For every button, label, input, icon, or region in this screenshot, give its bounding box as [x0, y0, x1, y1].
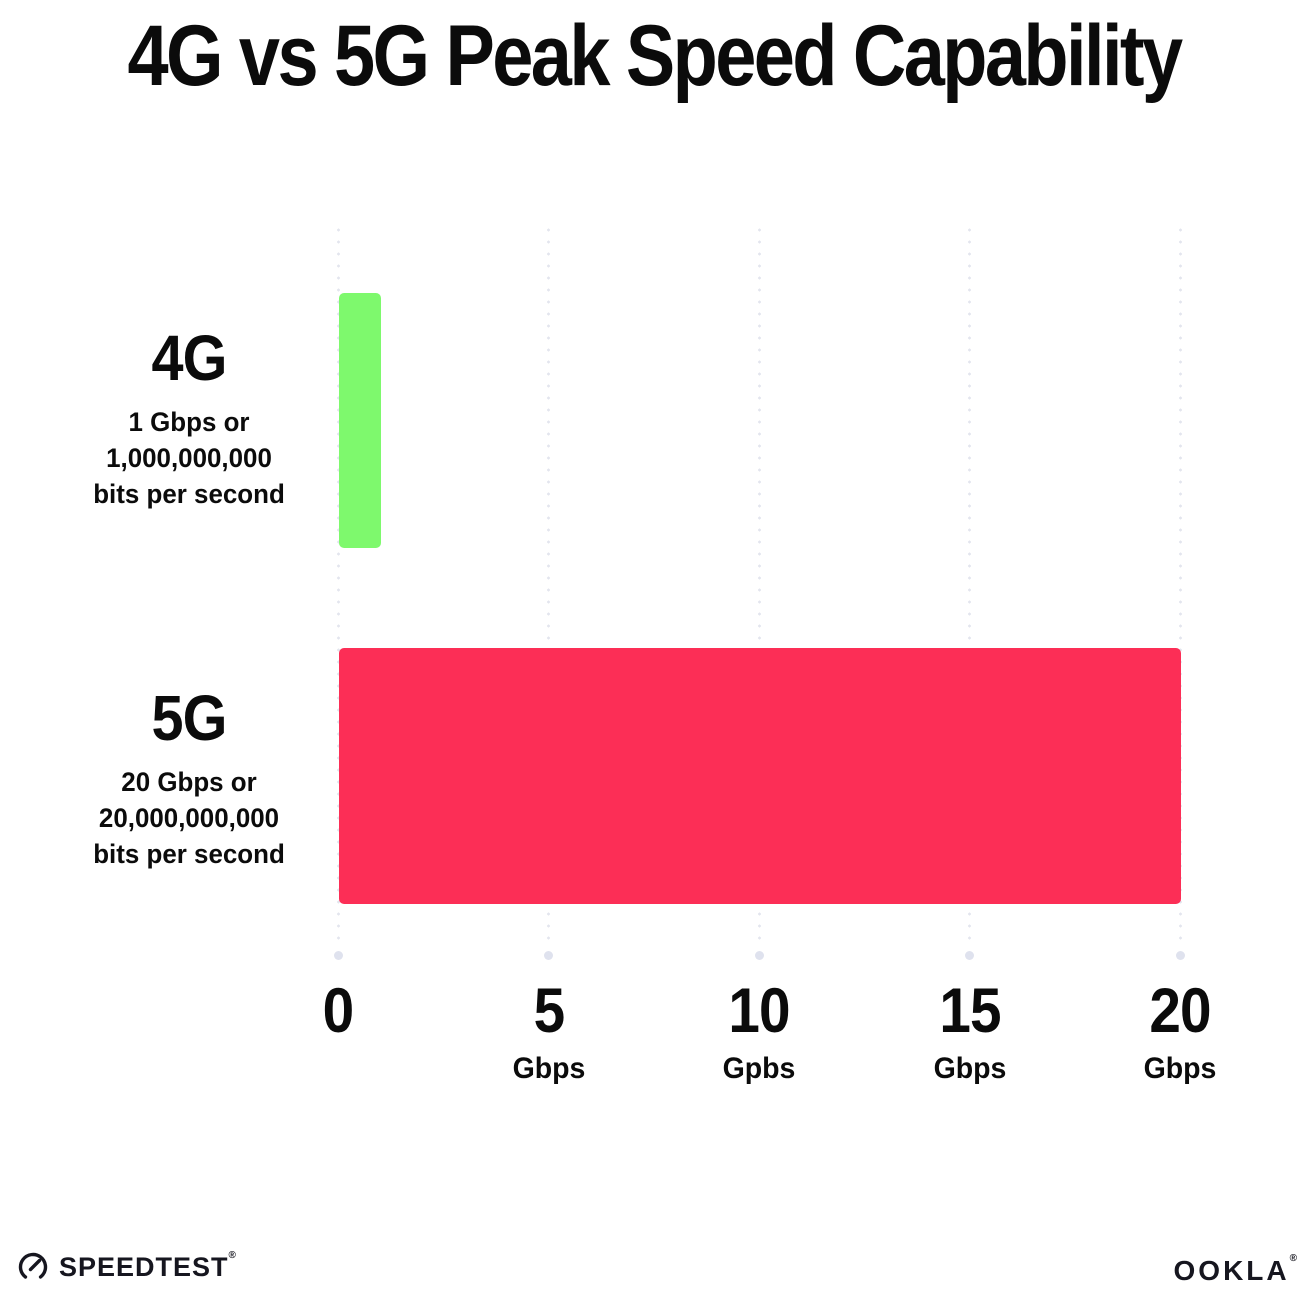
ookla-trademark: ® [1289, 1253, 1300, 1264]
bar-5g [339, 648, 1181, 904]
row-label-5g: 5G 20 Gbps or 20,000,000,000 bits per se… [38, 686, 340, 872]
gridline-0 [336, 224, 340, 948]
x-tick-5: 5 Gbps [439, 978, 659, 1086]
x-tick-10: 10 Gpbs [649, 978, 869, 1086]
x-tick-15-unit: Gbps [933, 1052, 1006, 1086]
row-label-5g-sub-line1: 20 Gbps or [121, 767, 257, 797]
row-label-5g-title: 5G [151, 682, 227, 754]
chart-title: 4G vs 5G Peak Speed Capability [127, 8, 1183, 104]
x-tick-10-number: 10 [728, 976, 790, 1046]
row-label-4g-title: 4G [151, 322, 227, 394]
gridline-15 [968, 224, 971, 948]
x-tick-20: 20 Gbps [1070, 978, 1290, 1086]
x-tick-20-unit: Gbps [1143, 1052, 1217, 1086]
gridline-10 [757, 224, 761, 948]
gridline-end-dot-10 [754, 951, 764, 960]
gridline-end-dot-20 [1175, 951, 1185, 960]
gridline-end-dot-5 [544, 951, 553, 960]
row-label-4g-sub-line3: bits per second [93, 479, 285, 509]
row-label-5g-subtitle: 20 Gbps or 20,000,000,000 bits per secon… [44, 764, 334, 872]
row-label-4g-sub-line1: 1 Gbps or [128, 407, 250, 437]
x-tick-20-number: 20 [1149, 976, 1211, 1046]
x-tick-10-unit: Gpbs [722, 1052, 796, 1086]
x-tick-0-number: 0 [322, 976, 355, 1046]
speedtest-trademark: ® [228, 1249, 237, 1261]
row-label-5g-sub-line2: 20,000,000,000 [98, 803, 280, 833]
gridline-5 [547, 224, 550, 948]
gridline-end-dot-0 [333, 951, 343, 960]
speedtest-logo: SPEEDTEST® [16, 1250, 237, 1284]
x-tick-15: 15 Gbps [860, 978, 1080, 1086]
x-tick-15-number: 15 [938, 976, 1001, 1046]
x-tick-5-unit: Gbps [512, 1052, 585, 1086]
speedtest-wordmark: SPEEDTEST® [59, 1249, 237, 1283]
gridline-end-dot-15 [965, 951, 974, 960]
x-tick-0: 0 [228, 978, 448, 1052]
ookla-wordmark: OOKLA® [1173, 1253, 1300, 1286]
row-label-4g-sub-line2: 1,000,000,000 [106, 443, 272, 473]
ookla-wordmark-text: OOKLA [1173, 1255, 1290, 1286]
speedtest-wordmark-text: SPEEDTEST [59, 1251, 229, 1282]
row-label-4g-subtitle: 1 Gbps or 1,000,000,000 bits per second [44, 404, 334, 512]
gridline-20 [1178, 224, 1182, 948]
row-label-4g: 4G 1 Gbps or 1,000,000,000 bits per seco… [38, 326, 340, 512]
speedtest-gauge-icon [16, 1250, 50, 1284]
x-tick-5-number: 5 [533, 976, 565, 1046]
bar-4g [339, 293, 382, 548]
row-label-5g-sub-line3: bits per second [93, 839, 285, 869]
ookla-logo: OOKLA® [1173, 1253, 1300, 1287]
